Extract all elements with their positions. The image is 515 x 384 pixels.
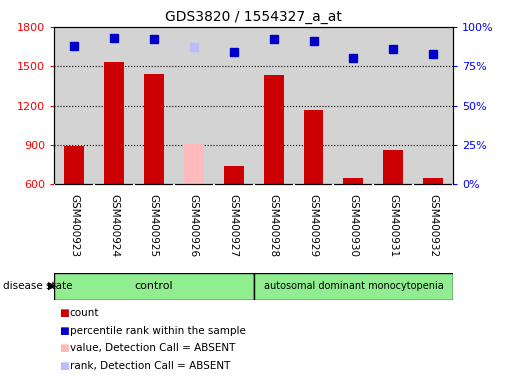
Text: GSM400928: GSM400928 [269,194,279,258]
Bar [383,151,403,184]
Text: ▶: ▶ [48,281,57,291]
Text: autosomal dominant monocytopenia: autosomal dominant monocytopenia [264,281,443,291]
Text: GSM400932: GSM400932 [428,194,438,258]
Bar [214,27,253,184]
Text: GSM400923: GSM400923 [69,194,79,258]
Text: ■: ■ [59,343,69,353]
Bar [144,74,164,184]
Text: percentile rank within the sample: percentile rank within the sample [70,326,246,336]
Bar [334,27,373,184]
Text: rank, Detection Call = ABSENT: rank, Detection Call = ABSENT [70,361,230,371]
Bar [253,27,294,184]
Text: GSM400924: GSM400924 [109,194,119,258]
Bar [303,110,323,184]
Text: GSM400925: GSM400925 [149,194,159,258]
Bar [64,146,84,184]
Text: control: control [134,281,173,291]
Text: GSM400931: GSM400931 [388,194,398,258]
Bar [294,27,334,184]
Bar [224,166,244,184]
Text: disease state: disease state [3,281,75,291]
Text: count: count [70,308,99,318]
Bar [413,27,453,184]
Text: GSM400927: GSM400927 [229,194,238,258]
Text: value, Detection Call = ABSENT: value, Detection Call = ABSENT [70,343,235,353]
Bar [54,273,253,300]
Bar [423,179,443,184]
Title: GDS3820 / 1554327_a_at: GDS3820 / 1554327_a_at [165,10,342,25]
Bar [253,273,453,300]
Bar [174,27,214,184]
Text: GSM400926: GSM400926 [189,194,199,258]
Bar [184,144,204,184]
Bar [94,27,134,184]
Text: GSM400929: GSM400929 [308,194,318,258]
Text: ■: ■ [59,308,69,318]
Text: GSM400930: GSM400930 [349,194,358,257]
Bar [264,75,284,184]
Bar [344,178,364,184]
Text: ■: ■ [59,361,69,371]
Bar [54,27,94,184]
Bar [373,27,413,184]
Text: ■: ■ [59,326,69,336]
Bar [104,62,124,184]
Bar [134,27,174,184]
